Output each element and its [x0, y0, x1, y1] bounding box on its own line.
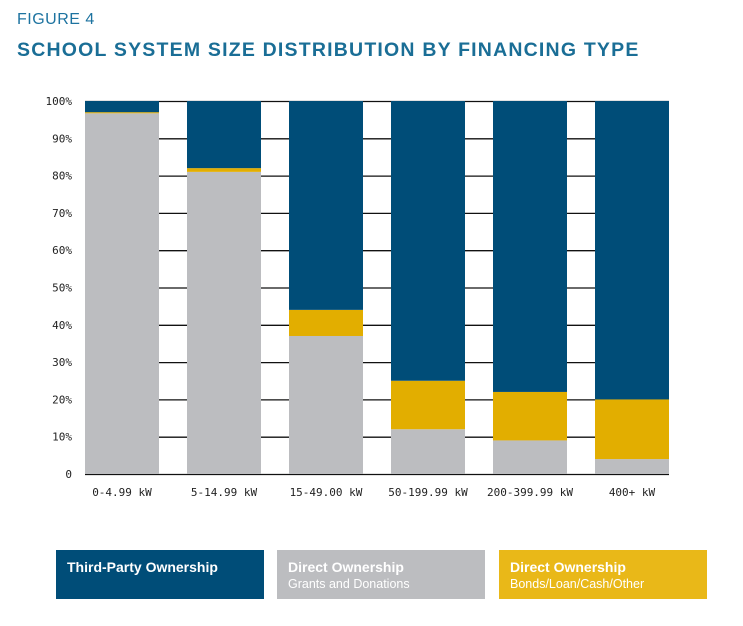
stacked-bar-chart: 0 10% 20% 30% 40% 50% 60% 70% 80% 90% 100% 0-4.99 … — [46, 95, 669, 499]
bar-segment — [187, 168, 261, 172]
bar-segment — [187, 101, 261, 169]
bar-segment — [493, 391, 567, 441]
gridlines — [85, 100, 669, 476]
y-tick-label: 80% — [52, 170, 72, 183]
bar-segment — [391, 380, 465, 430]
legend-third-party-ownership: Third-Party Ownership — [56, 550, 264, 599]
y-axis-ticks: 0 10% 20% 30% 40% 50% 60% 70% 80% 90% 100% — [46, 95, 73, 481]
y-tick-label: 90% — [52, 132, 72, 145]
y-tick-label: 100% — [46, 95, 73, 108]
bar-segment — [187, 171, 261, 474]
legend-label: Direct Ownership — [288, 559, 404, 575]
x-axis-ticks: 0-4.99 kW 5-14.99 kW 15-49.00 kW 50-199.99 … — [92, 486, 655, 499]
bar-segment — [85, 113, 159, 475]
x-tick-label: 50-199.99 kW — [388, 486, 468, 499]
y-tick-label: 0 — [65, 468, 72, 481]
legend-sublabel: Bonds/Loan/Cash/Other — [510, 577, 645, 591]
bar-segment — [289, 101, 363, 310]
bar-segment — [85, 112, 159, 114]
y-tick-label: 40% — [52, 319, 72, 332]
bars — [85, 101, 669, 475]
bar-segment — [493, 440, 567, 474]
legend-label: Direct Ownership — [510, 559, 626, 575]
legend-direct-ownership-bonds: Direct Ownership Bonds/Loan/Cash/Other — [499, 550, 707, 599]
figure-label: FIGURE 4 — [17, 11, 95, 28]
bar-segment — [289, 335, 363, 474]
bar-segment — [85, 101, 159, 113]
bar-segment — [391, 101, 465, 381]
bar-segment — [289, 309, 363, 336]
bar-segment — [595, 101, 669, 400]
x-tick-label: 15-49.00 kW — [290, 486, 363, 499]
x-tick-label: 5-14.99 kW — [191, 486, 258, 499]
bar-segment — [391, 429, 465, 474]
y-tick-label: 20% — [52, 393, 72, 406]
y-tick-label: 50% — [52, 282, 72, 295]
legend-direct-ownership-grants: Direct Ownership Grants and Donations — [277, 550, 485, 599]
bar-segment — [595, 399, 669, 460]
legend-label: Third-Party Ownership — [67, 559, 218, 575]
y-tick-label: 10% — [52, 431, 72, 444]
x-tick-label: 400+ kW — [609, 486, 656, 499]
y-tick-label: 70% — [52, 207, 72, 220]
bar-segment — [493, 101, 567, 392]
y-tick-label: 60% — [52, 244, 72, 257]
y-tick-label: 30% — [52, 356, 72, 369]
bar-segment — [595, 459, 669, 474]
chart-title: SCHOOL SYSTEM SIZE DISTRIBUTION BY FINAN… — [17, 39, 640, 61]
x-tick-label: 200-399.99 kW — [487, 486, 573, 499]
x-tick-label: 0-4.99 kW — [92, 486, 152, 499]
legend-sublabel: Grants and Donations — [288, 577, 410, 591]
